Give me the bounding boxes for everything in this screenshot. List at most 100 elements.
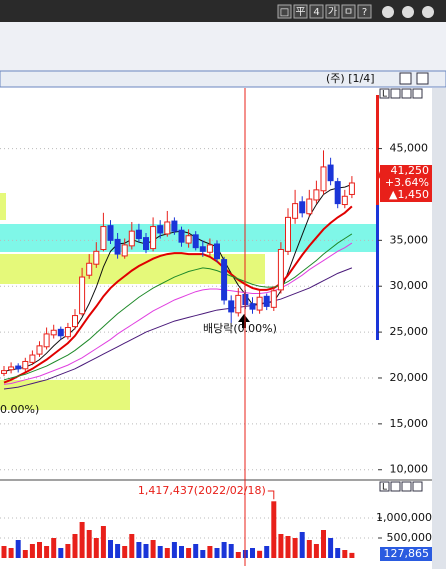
- candle-body: [256, 296, 263, 311]
- panel-button[interactable]: [412, 481, 423, 492]
- volume-bar: [65, 544, 71, 558]
- volume-bar: [58, 548, 64, 558]
- candle-body: [263, 295, 270, 307]
- toolbar-button[interactable]: [277, 4, 292, 19]
- y-tick-label: 15,000: [390, 417, 429, 430]
- candle-body: [86, 262, 93, 276]
- volume-bar: [321, 530, 326, 558]
- candle-body: [29, 354, 36, 363]
- annotation-arrow: [267, 490, 275, 500]
- toolbar-label: 4: [313, 7, 319, 18]
- volume-bar: [186, 548, 192, 558]
- volume-bar: [29, 544, 35, 558]
- volume-bar: [214, 548, 220, 558]
- volume-bar: [150, 540, 156, 558]
- restore-button[interactable]: [399, 72, 412, 85]
- candle-body: [199, 246, 206, 252]
- volume-annotation: 1,417,437(2022/02/18): [138, 484, 266, 497]
- volume-bar: [228, 544, 234, 558]
- toolbar-label: □: [280, 7, 289, 18]
- panel-button[interactable]: [412, 88, 423, 99]
- toolbar-button[interactable]: [309, 4, 324, 19]
- toolbar-label: ?: [362, 7, 367, 18]
- volume-bar: [264, 546, 270, 558]
- panel-button[interactable]: [390, 88, 401, 99]
- candle-body: [64, 327, 71, 338]
- volume-bar: [257, 550, 263, 558]
- panel-button[interactable]: [401, 481, 412, 492]
- volume-bar: [207, 546, 213, 558]
- candle-body: [164, 221, 171, 235]
- panel-button-label: L: [382, 90, 387, 100]
- candle-body: [178, 229, 185, 243]
- band: [0, 193, 6, 220]
- candle-body: [313, 189, 320, 201]
- toolbar-area: [0, 22, 446, 72]
- candle-body: [157, 225, 164, 234]
- candle-body: [249, 303, 256, 310]
- y-tick-label: 25,000: [390, 325, 429, 338]
- panel-button[interactable]: [401, 88, 412, 99]
- toolbar-button[interactable]: [293, 4, 308, 19]
- volume-bar: [200, 550, 206, 558]
- panel-button[interactable]: [390, 481, 401, 492]
- candle-body: [143, 237, 149, 251]
- candle-body: [341, 195, 348, 206]
- volume-bar: [292, 538, 298, 558]
- title-strip: [0, 70, 446, 88]
- volume-bar: [271, 501, 277, 558]
- window-title: (주) [1/4]: [326, 72, 375, 85]
- volume-bar: [37, 542, 42, 558]
- y-tick-label: 500,000: [387, 531, 433, 544]
- candle-body: [107, 225, 114, 241]
- volume-bar: [72, 534, 78, 558]
- volume-bar: [193, 544, 199, 558]
- dividend-arrow: [238, 314, 250, 328]
- volume-bar: [342, 550, 348, 558]
- annotation: 배당락(0.00%): [203, 322, 277, 335]
- volume-bar: [221, 542, 227, 558]
- candle-body: [228, 300, 235, 313]
- price-tag-text: ▲1,450: [389, 188, 429, 201]
- moving-average: [3, 233, 353, 381]
- volume-bar: [122, 546, 128, 558]
- close-icon[interactable]: [422, 6, 434, 18]
- volume-bar: [306, 540, 312, 558]
- volume-bar: [143, 544, 149, 558]
- volume-bar: [157, 546, 163, 558]
- candle-body: [206, 244, 213, 253]
- volume-bar: [100, 526, 106, 558]
- candle-body: [121, 244, 128, 257]
- volume-bar: [285, 536, 291, 558]
- moving-average: [3, 267, 353, 390]
- moving-average: [3, 183, 353, 373]
- toolbar-button[interactable]: [341, 4, 356, 19]
- price-tag: [380, 165, 432, 202]
- zoom-in[interactable]: [402, 6, 414, 18]
- toolbar-button[interactable]: [357, 4, 372, 19]
- volume-bar: [328, 538, 334, 558]
- candle-body: [15, 365, 22, 370]
- volume-bar: [1, 546, 7, 558]
- toolbar-button[interactable]: [325, 4, 340, 19]
- volume-bar: [79, 522, 85, 558]
- band: [0, 380, 130, 410]
- y-tick-label: 45,000: [390, 142, 429, 155]
- indicator-bar: [376, 95, 379, 205]
- candle-body: [79, 276, 86, 315]
- close-button[interactable]: [416, 72, 429, 85]
- volume-bar: [44, 546, 50, 558]
- zoom-out[interactable]: [382, 6, 394, 18]
- candle-body: [72, 315, 78, 328]
- candle-body: [285, 216, 291, 252]
- panel-button[interactable]: [379, 481, 390, 492]
- y-tick-label: 20,000: [390, 371, 429, 384]
- candle-body: [334, 181, 341, 205]
- panel-button[interactable]: [379, 88, 390, 99]
- candle-body: [320, 166, 327, 192]
- candle-body: [292, 203, 299, 219]
- moving-average: [3, 205, 353, 384]
- candle-body: [327, 164, 334, 182]
- candle-body: [57, 328, 64, 337]
